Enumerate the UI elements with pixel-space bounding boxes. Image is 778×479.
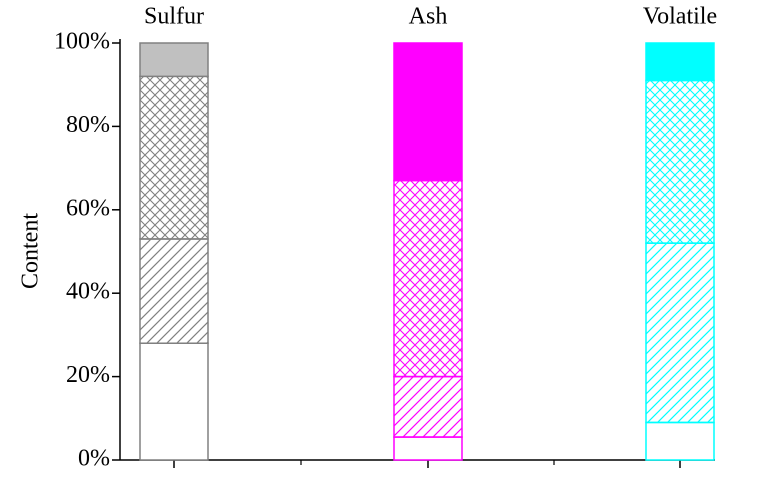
bar-segment <box>645 242 715 424</box>
y-tick-label: 0% <box>78 446 110 472</box>
bar-segment <box>645 421 715 461</box>
bar-segment <box>645 79 715 244</box>
y-tick-label: 60% <box>66 195 110 221</box>
bar-segment <box>139 75 209 240</box>
bar-segment <box>139 238 209 344</box>
y-axis-label: Content <box>18 213 44 289</box>
category-label: Sulfur <box>144 4 204 30</box>
bar-segment <box>139 42 209 78</box>
bar-segment <box>393 436 463 461</box>
bar-segment <box>393 179 463 378</box>
bar-segment <box>139 342 209 461</box>
bar-segment <box>645 42 715 82</box>
y-tick-label: 40% <box>66 279 110 305</box>
category-label: Ash <box>409 4 448 30</box>
bar-segment <box>393 42 463 182</box>
y-tick-label: 100% <box>54 29 110 55</box>
category-label: Volatile <box>643 4 717 30</box>
y-tick-label: 20% <box>66 362 110 388</box>
y-tick-label: 80% <box>66 112 110 138</box>
bar-segment <box>393 375 463 438</box>
